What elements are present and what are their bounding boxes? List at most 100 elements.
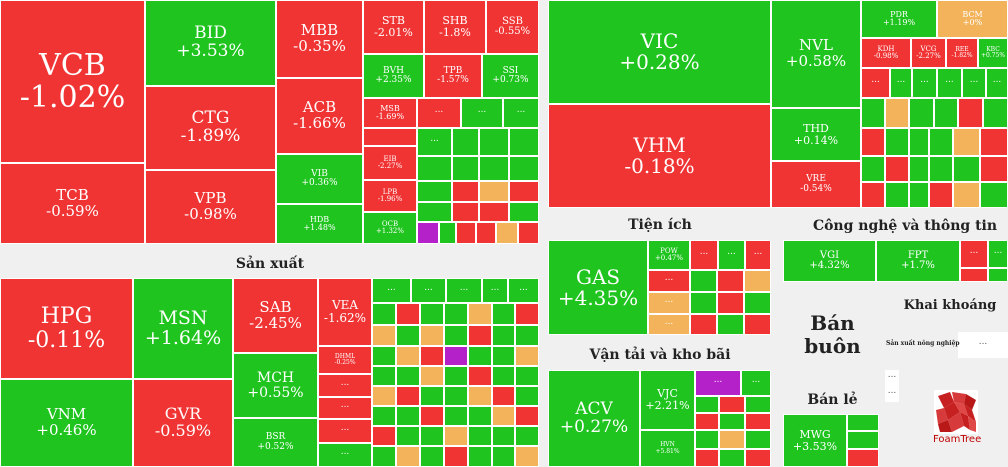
tile-small[interactable]: ··· — [372, 278, 411, 303]
tile-small[interactable] — [861, 156, 885, 182]
tile-small[interactable] — [468, 346, 492, 366]
tile-small[interactable]: ··· — [461, 98, 503, 128]
tile-small[interactable] — [468, 303, 492, 325]
tile-gvr[interactable]: GVR -0.59% — [133, 379, 233, 467]
tile-small[interactable]: ··· — [503, 98, 539, 128]
tile-small[interactable] — [420, 325, 444, 346]
tile-small[interactable]: ··· — [960, 240, 988, 268]
tile-bvh[interactable]: BVH +2.35% — [363, 54, 424, 98]
tile-small[interactable] — [479, 202, 509, 222]
tile-small[interactable] — [847, 431, 879, 449]
tile-small[interactable] — [960, 268, 988, 282]
tile-small[interactable] — [492, 406, 515, 426]
tile-small[interactable] — [695, 413, 719, 430]
tile-small[interactable]: ··· — [962, 68, 986, 98]
tile-small[interactable] — [468, 446, 492, 467]
tile-small[interactable] — [861, 182, 885, 208]
tile-small[interactable] — [363, 128, 417, 146]
tile-vpb[interactable]: VPB -0.98% — [145, 170, 276, 244]
tile-small[interactable]: ··· — [411, 278, 446, 303]
tile-small[interactable]: ··· — [937, 68, 962, 98]
tile-small[interactable] — [509, 181, 539, 202]
tile-small[interactable]: ··· — [648, 270, 690, 292]
tile-thd[interactable]: THD +0.14% — [771, 108, 861, 161]
tile-small[interactable] — [745, 430, 771, 449]
tile-small[interactable] — [885, 182, 909, 208]
tile-small[interactable] — [444, 406, 468, 426]
tile-small[interactable] — [372, 346, 396, 366]
tile-dhml[interactable]: DHML -0.25% — [318, 346, 372, 374]
tile-small[interactable] — [452, 128, 479, 156]
tile-small[interactable] — [929, 156, 953, 182]
tile-small[interactable] — [468, 386, 492, 406]
tile-small[interactable] — [372, 366, 396, 386]
tile-small[interactable] — [479, 156, 509, 181]
tile-small[interactable]: ··· — [446, 278, 482, 303]
tile-small[interactable] — [719, 449, 745, 467]
tile-small[interactable] — [885, 128, 909, 156]
tile-small[interactable] — [479, 128, 509, 156]
tile-small[interactable] — [444, 446, 468, 467]
tile-small[interactable] — [958, 98, 983, 128]
tile-small[interactable] — [452, 181, 479, 202]
tile-tpb[interactable]: TPB -1.57% — [424, 54, 482, 98]
tile-small[interactable] — [929, 182, 953, 208]
tile-small[interactable] — [417, 156, 452, 181]
tile-small[interactable] — [420, 446, 444, 467]
tile-small[interactable] — [468, 366, 492, 386]
tile-small[interactable]: ··· — [745, 240, 771, 270]
tile-small[interactable]: ··· — [648, 314, 690, 335]
tile-msn[interactable]: MSN +1.64% — [133, 278, 233, 379]
tile-mch[interactable]: MCH +0.55% — [233, 353, 318, 418]
tile-small[interactable]: ··· — [318, 374, 372, 397]
tile-small[interactable] — [444, 426, 468, 446]
tile-small[interactable] — [515, 446, 539, 467]
tile-vea[interactable]: VEA -1.62% — [318, 278, 372, 346]
tile-vcg[interactable]: VCG -2.27% — [911, 38, 946, 68]
tile-small[interactable] — [909, 182, 929, 208]
tile-small[interactable] — [396, 325, 420, 346]
tile-bcm[interactable]: BCM +0% — [937, 0, 1008, 38]
tile-small[interactable] — [509, 156, 539, 181]
tile-sab[interactable]: SAB -2.45% — [233, 278, 318, 353]
tile-small[interactable]: ··· — [988, 240, 1008, 268]
tile-small[interactable] — [417, 222, 439, 244]
tile-small[interactable]: ··· — [912, 68, 937, 98]
tile-small[interactable] — [444, 366, 468, 386]
tile-small[interactable] — [372, 446, 396, 467]
tile-small[interactable] — [468, 426, 492, 446]
tile-small[interactable] — [396, 386, 420, 406]
tile-small[interactable] — [929, 128, 953, 156]
tile-small[interactable] — [745, 413, 771, 430]
tile-small[interactable]: ··· — [648, 292, 690, 314]
tile-small[interactable] — [717, 292, 744, 314]
tile-small[interactable] — [492, 446, 515, 467]
tile-small[interactable]: ··· — [861, 68, 890, 98]
tile-small[interactable] — [444, 325, 468, 346]
tile-ocb[interactable]: OCB +1.32% — [363, 212, 417, 244]
tile-small[interactable] — [719, 430, 745, 449]
tile-small[interactable] — [372, 406, 396, 426]
tile-small[interactable]: ··· — [318, 397, 372, 419]
tile-small[interactable] — [695, 449, 719, 467]
tile-small[interactable] — [980, 128, 1008, 156]
tile-nvl[interactable]: NVL +0.58% — [771, 0, 861, 108]
tile-small[interactable] — [439, 222, 456, 244]
tile-small[interactable] — [518, 222, 539, 244]
tile-ree[interactable]: REE -1.82% — [946, 38, 978, 68]
tile-vcb[interactable]: VCB -1.02% — [0, 0, 145, 163]
tile-small[interactable] — [515, 346, 539, 366]
tile-small[interactable]: ··· — [417, 98, 461, 128]
tile-small[interactable] — [745, 449, 771, 467]
tile-bsr[interactable]: BSR +0.52% — [233, 418, 318, 467]
tile-hpg[interactable]: HPG -0.11% — [0, 278, 133, 379]
tile-small[interactable] — [744, 270, 771, 292]
tile-small[interactable] — [695, 396, 719, 413]
tile-vib[interactable]: VIB +0.36% — [276, 154, 363, 204]
tile-small[interactable]: ··· — [890, 68, 912, 98]
tile-acb[interactable]: ACB -1.66% — [276, 78, 363, 154]
tile-small[interactable] — [690, 270, 717, 292]
tile-kbc[interactable]: KBC +0.75% — [978, 38, 1008, 68]
tile-small[interactable] — [492, 303, 515, 325]
tile-small[interactable] — [444, 386, 468, 406]
